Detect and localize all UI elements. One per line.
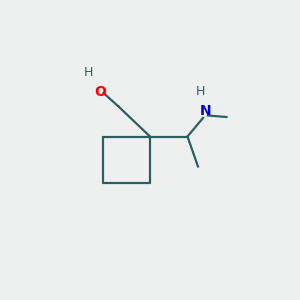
Text: H: H [196, 85, 205, 98]
Text: O: O [94, 85, 106, 98]
Text: N: N [200, 104, 211, 118]
Text: H: H [84, 65, 93, 79]
